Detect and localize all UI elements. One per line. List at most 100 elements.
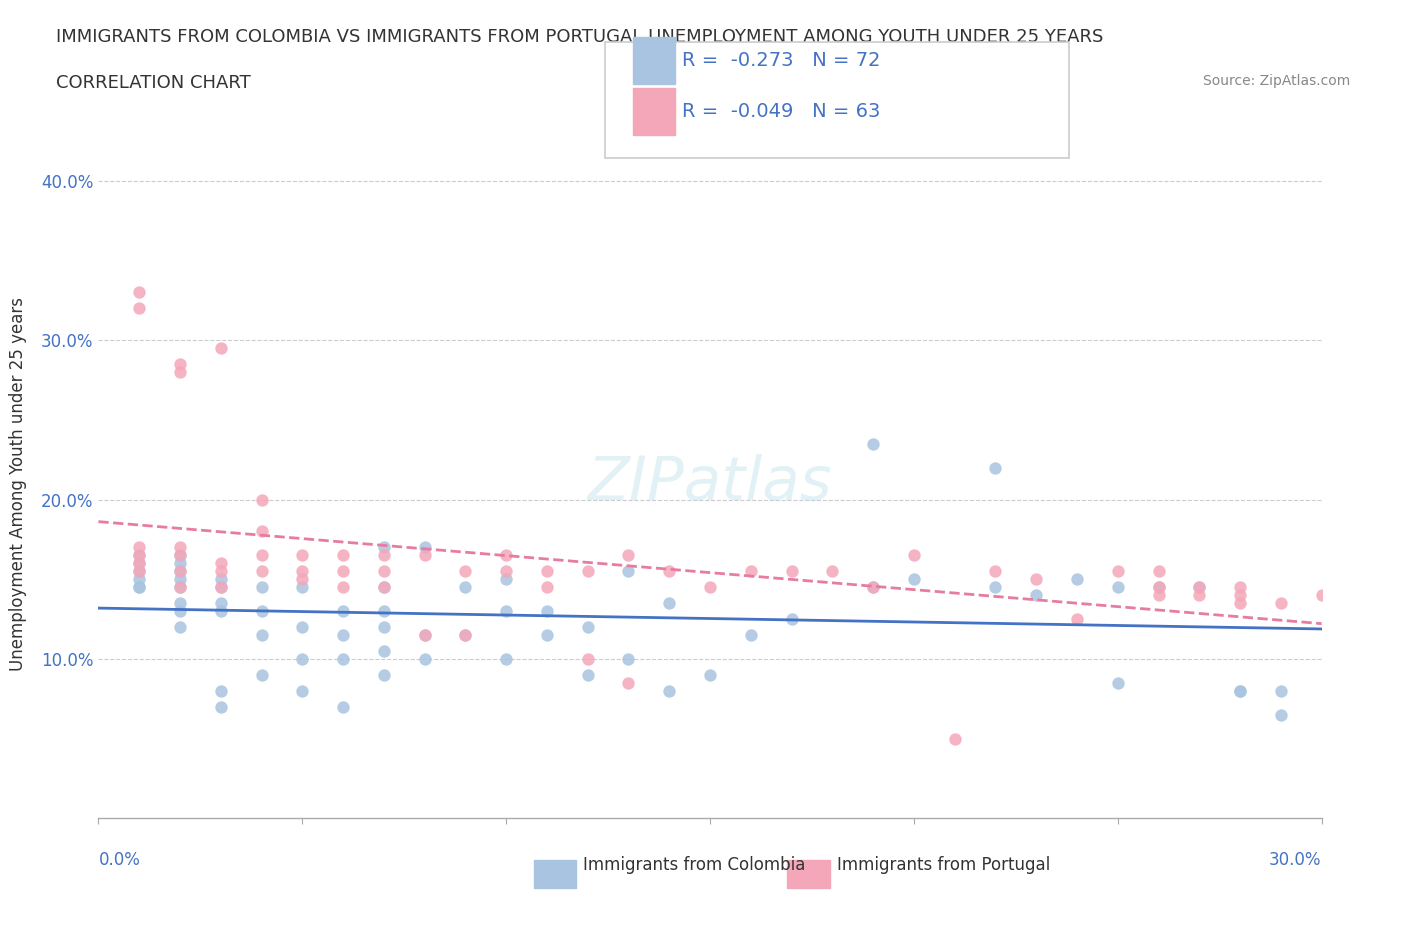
Text: Source: ZipAtlas.com: Source: ZipAtlas.com (1202, 74, 1350, 88)
Point (454, 628, 477, 643)
Point (617, 548, 640, 563)
Point (332, 652, 354, 667)
Point (128, 579, 150, 594)
Point (373, 579, 395, 594)
Point (576, 652, 599, 667)
Point (373, 579, 395, 594)
Point (1229, 579, 1251, 594)
Point (373, 644, 395, 658)
Point (128, 564, 150, 578)
Point (536, 564, 558, 578)
Point (1147, 564, 1170, 578)
Point (780, 564, 803, 578)
Point (1147, 579, 1170, 594)
Point (169, 564, 191, 578)
Point (291, 564, 314, 578)
Point (984, 579, 1007, 594)
Point (128, 548, 150, 563)
Point (373, 548, 395, 563)
Point (1229, 596, 1251, 611)
Point (1188, 579, 1211, 594)
Point (984, 460, 1007, 475)
Point (903, 548, 925, 563)
Point (250, 579, 273, 594)
Point (413, 540, 436, 555)
Point (209, 579, 232, 594)
Point (1107, 564, 1129, 578)
Text: 0.0%: 0.0% (98, 851, 141, 869)
Point (169, 548, 191, 563)
Point (291, 579, 314, 594)
Point (576, 619, 599, 634)
Point (209, 579, 232, 594)
Point (209, 564, 232, 578)
Point (128, 556, 150, 571)
Point (169, 548, 191, 563)
Point (1147, 579, 1170, 594)
Y-axis label: Unemployment Among Youth under 25 years: Unemployment Among Youth under 25 years (10, 297, 27, 671)
Point (169, 619, 191, 634)
Point (1025, 572, 1047, 587)
Text: R =  -0.273   N = 72: R = -0.273 N = 72 (682, 51, 880, 70)
Point (250, 604, 273, 618)
Point (1066, 572, 1088, 587)
Point (413, 628, 436, 643)
Point (332, 564, 354, 578)
Point (658, 684, 681, 698)
Point (1188, 588, 1211, 603)
Point (373, 604, 395, 618)
Point (250, 668, 273, 683)
Point (209, 572, 232, 587)
Point (291, 548, 314, 563)
Point (373, 540, 395, 555)
Point (128, 540, 150, 555)
Point (699, 579, 721, 594)
Point (169, 356, 191, 371)
Point (291, 572, 314, 587)
Point (291, 684, 314, 698)
Point (332, 548, 354, 563)
Point (617, 564, 640, 578)
Point (454, 564, 477, 578)
Point (1025, 588, 1047, 603)
Point (699, 668, 721, 683)
Point (413, 548, 436, 563)
Point (413, 652, 436, 667)
Point (1229, 588, 1251, 603)
Point (454, 579, 477, 594)
Point (169, 572, 191, 587)
Point (495, 652, 517, 667)
Point (862, 579, 884, 594)
Point (250, 524, 273, 538)
Point (576, 564, 599, 578)
Point (658, 596, 681, 611)
Text: CORRELATION CHART: CORRELATION CHART (56, 74, 252, 92)
Point (862, 436, 884, 451)
Text: IMMIGRANTS FROM COLOMBIA VS IMMIGRANTS FROM PORTUGAL UNEMPLOYMENT AMONG YOUTH UN: IMMIGRANTS FROM COLOMBIA VS IMMIGRANTS F… (56, 28, 1104, 46)
Point (1066, 612, 1088, 627)
Point (169, 596, 191, 611)
Point (1107, 579, 1129, 594)
Point (250, 492, 273, 507)
Point (332, 579, 354, 594)
Point (128, 564, 150, 578)
Point (1270, 596, 1292, 611)
Point (209, 699, 232, 714)
Point (373, 619, 395, 634)
Point (1188, 579, 1211, 594)
Point (1229, 684, 1251, 698)
Point (332, 604, 354, 618)
Point (291, 652, 314, 667)
Point (1147, 588, 1170, 603)
Point (413, 628, 436, 643)
Point (780, 612, 803, 627)
Point (984, 564, 1007, 578)
Point (495, 564, 517, 578)
Point (250, 564, 273, 578)
Point (169, 604, 191, 618)
Point (250, 628, 273, 643)
Point (658, 564, 681, 578)
Point (1107, 675, 1129, 690)
Point (250, 548, 273, 563)
Point (862, 579, 884, 594)
